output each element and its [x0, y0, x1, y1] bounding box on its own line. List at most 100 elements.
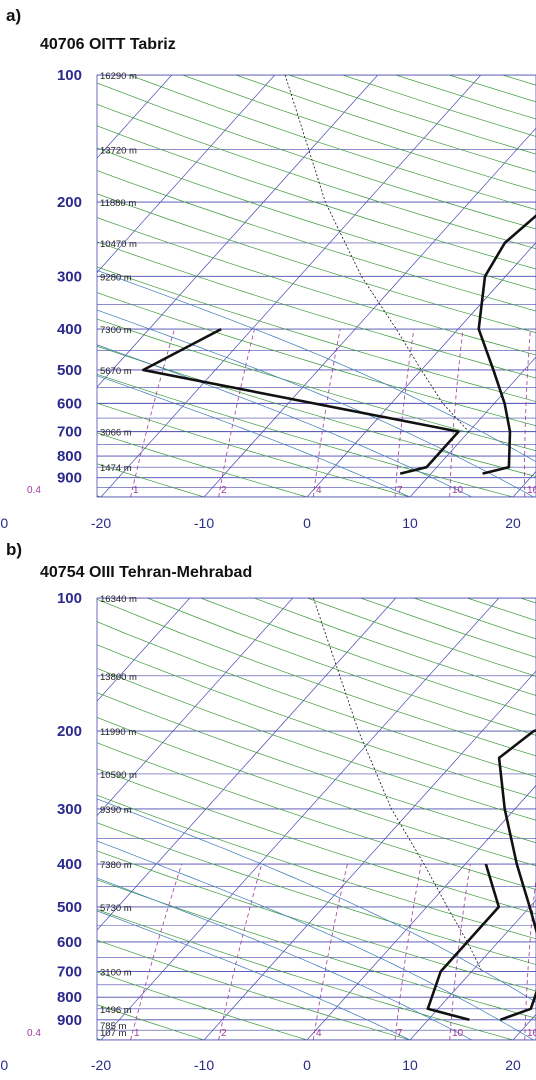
x-tick-label: -30: [0, 1057, 8, 1073]
isotherm-line: [409, 356, 536, 497]
dry-adiabat-line: [395, 75, 536, 120]
dewpoint-profile-line: [426, 863, 501, 1022]
mixing-ratio-line: [524, 875, 536, 1040]
plot-frame: [96, 74, 536, 498]
dry-adiabat-line: [147, 598, 536, 736]
mixing-ratio-label: 10: [452, 485, 464, 496]
skewt-chart: 16340 m 13800 m 11990 m 10590 m 9390 m 7380 m…: [0, 590, 536, 1073]
station-title: 40706 OITT Tabriz: [40, 36, 176, 53]
height-label: 10590 m: [100, 770, 137, 781]
y-tick-label: 500: [57, 362, 82, 379]
mixing-ratio-line: [394, 864, 422, 1040]
dry-adiabat-line: [97, 217, 536, 356]
dry-adiabat-line: [520, 598, 536, 604]
dry-adiabat-line: [502, 75, 536, 86]
panel-a: a) 40706 OITT Tabriz 16290 m 13720 m 11880…: [0, 6, 536, 531]
y-tick-label: 500: [57, 899, 82, 916]
y-tick-label: 100: [57, 590, 82, 607]
moist-adiabat-line: [97, 269, 536, 463]
height-label: 107 m: [100, 1028, 126, 1039]
x-tick-label: 20: [505, 515, 521, 531]
temperature-profile-line: [497, 729, 536, 1022]
dry-adiabat-line: [97, 318, 536, 452]
dry-adiabat-line: [97, 266, 536, 402]
mixing-ratio-label: 16: [527, 485, 536, 496]
mixing-ratio-label: 0.4: [27, 485, 41, 496]
isotherm-line: [512, 470, 536, 497]
dry-adiabat-line: [200, 598, 536, 716]
isotherm-line: [97, 598, 294, 817]
dewpoint-profile-line: [141, 327, 460, 475]
isotherm-line: [203, 670, 536, 1040]
dry-adiabat-line: [97, 822, 536, 965]
mixing-ratio-label: 7: [397, 485, 403, 496]
y-tick-label: 600: [57, 395, 82, 412]
isotherm-line: [97, 75, 173, 159]
moist-adiabat-line: [97, 309, 534, 497]
mixing-ratio-line: [130, 863, 182, 1040]
mixing-ratio-label: 10: [452, 1028, 464, 1039]
x-tick-label: -20: [91, 515, 111, 531]
mixing-ratio-label: 7: [397, 1028, 403, 1039]
moist-adiabat-line: [97, 840, 534, 1040]
x-tick-label: 0: [303, 515, 311, 531]
isotherm-line: [306, 785, 536, 1040]
dry-adiabat-line: [97, 373, 514, 497]
x-tick-label: -30: [0, 515, 8, 531]
panel-label: b): [6, 540, 23, 559]
height-label: 3066 m: [100, 428, 132, 439]
mixing-ratio-line: [394, 329, 415, 497]
skewt-chart: 16290 m 13720 m 11880 m 10470 m 9280 m 7300 m…: [0, 67, 536, 531]
height-label: 11990 m: [100, 727, 136, 738]
x-tick-label: 0: [303, 1057, 311, 1073]
dry-adiabat-line: [97, 971, 308, 1040]
mixing-ratio-label: 4: [316, 485, 322, 496]
x-tick-label: -10: [194, 515, 214, 531]
grid: [97, 598, 536, 1040]
isotherm-line: [100, 598, 500, 1040]
grid: [97, 75, 536, 497]
isotherm-line: [409, 899, 536, 1040]
plot-frame: [96, 597, 536, 1041]
dry-adiabat-line: [97, 1004, 205, 1040]
height-label: 16340 m: [100, 594, 137, 605]
dry-adiabat-line: [97, 402, 411, 497]
dry-adiabat-line: [342, 75, 536, 137]
mixing-ratio-label: 1: [134, 1028, 140, 1039]
panel-label: a): [6, 6, 22, 25]
height-label: 7300 m: [100, 325, 132, 336]
dry-adiabat-line: [97, 621, 536, 778]
dry-adiabat-line: [97, 495, 102, 497]
dry-adiabat-line: [97, 716, 536, 867]
dry-adiabat-line: [97, 742, 536, 890]
dry-adiabat-line: [97, 432, 308, 497]
dry-adiabat-line: [97, 103, 536, 250]
dry-adiabat-line: [235, 75, 536, 173]
mixing-ratio-line: [449, 864, 471, 1040]
moist-adiabat-line: [97, 877, 472, 1040]
station-title: 40754 OIII Tehran-Mehrabad: [40, 564, 253, 581]
mixing-ratio-label: 2: [221, 485, 227, 496]
height-label: 1474 m: [100, 463, 132, 474]
height-label: 9390 m: [100, 805, 132, 816]
dry-adiabat-line: [97, 147, 536, 291]
height-label: 10470 m: [100, 239, 137, 250]
moist-adiabat-line: [97, 375, 411, 497]
dry-adiabat-line: [97, 292, 536, 427]
y-tick-label: 400: [57, 321, 82, 338]
dry-adiabat-line: [97, 768, 536, 915]
y-tick-label: 100: [57, 67, 82, 84]
dry-adiabat-line: [360, 598, 536, 658]
dry-adiabat-line: [307, 598, 536, 677]
isotherm-line: [97, 598, 397, 931]
temperature-profile-line: [477, 214, 536, 475]
isotherm-line: [97, 598, 191, 702]
dry-adiabat-line: [97, 345, 536, 477]
mixing-ratio-label: 0.4: [27, 1028, 41, 1039]
y-tick-label: 200: [57, 723, 82, 740]
dry-adiabat-line: [97, 241, 536, 379]
mixing-ratio-line: [312, 329, 341, 497]
mixing-ratio-line: [524, 329, 531, 497]
panel-b: b) 40754 OIII Tehran-Mehrabad 16340 m 138…: [0, 540, 536, 1080]
parcel-curve-line: [313, 598, 483, 972]
